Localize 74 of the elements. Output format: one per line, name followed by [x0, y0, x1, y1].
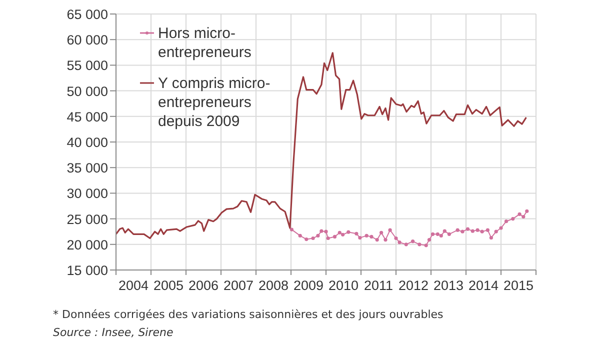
- point: [427, 238, 432, 242]
- point: [418, 242, 422, 246]
- y-tick-label: 55 000: [66, 58, 108, 74]
- point: [442, 229, 446, 233]
- point: [518, 212, 522, 216]
- y-tick-label: 20 000: [66, 237, 108, 252]
- legend-label: Hors micro-entrepreneurs: [158, 24, 252, 62]
- point: [460, 230, 464, 234]
- point: [338, 230, 342, 234]
- y-tick-label: 50 000: [66, 84, 108, 99]
- point: [375, 238, 379, 242]
- point: [430, 232, 435, 236]
- x-tick-label: 2005: [153, 278, 184, 293]
- point: [316, 234, 320, 238]
- point: [511, 217, 515, 221]
- x-tick-label: 2008: [258, 278, 289, 293]
- point: [358, 236, 362, 240]
- point: [354, 232, 358, 236]
- point: [447, 232, 451, 236]
- point: [380, 230, 384, 234]
- point: [436, 232, 440, 236]
- x-tick-label: 2007: [223, 278, 254, 293]
- point: [290, 228, 294, 232]
- point: [411, 240, 415, 244]
- y-tick-label: 15 000: [66, 263, 108, 278]
- text: * Données corrigées des variations saisonnières et des jours ouvrables: [53, 308, 444, 321]
- point: [525, 209, 529, 213]
- point: [311, 236, 315, 240]
- x-tick-label: 2009: [293, 278, 324, 293]
- y-tick-label: 40 000: [66, 135, 108, 150]
- point: [494, 230, 498, 234]
- x-tick-label: 2014: [468, 278, 499, 293]
- point: [456, 228, 460, 232]
- point: [404, 242, 408, 246]
- point: [504, 220, 508, 224]
- point: [324, 230, 328, 234]
- y-tick-label: 60 000: [66, 32, 108, 48]
- x-tick-label: 2006: [188, 278, 219, 293]
- point: [332, 234, 337, 239]
- point: [489, 236, 493, 240]
- point: [499, 226, 503, 230]
- point: [298, 234, 302, 238]
- point: [476, 228, 480, 232]
- point: [370, 234, 374, 239]
- x-tick-label: 2012: [398, 278, 429, 293]
- x-tick-label: 2010: [328, 278, 359, 293]
- y-tick-label: 45 000: [66, 109, 108, 124]
- x-tick-label: 2015: [503, 278, 534, 293]
- legend-label: Y compris micro-entrepreneurs depuis 2009: [158, 74, 272, 131]
- source-note: Source : Insee, Sirene: [53, 326, 174, 339]
- point: [394, 236, 398, 240]
- point: [470, 229, 474, 233]
- point: [398, 240, 402, 244]
- y-tick-label: 30 000: [66, 186, 108, 202]
- x-tick-label: 2011: [364, 278, 394, 293]
- x-tick-label: 2004: [118, 278, 149, 293]
- point: [326, 236, 330, 240]
- point: [388, 228, 392, 232]
- point: [424, 244, 428, 248]
- point: [486, 228, 490, 232]
- point: [480, 230, 484, 234]
- x-tick-label: 2013: [433, 278, 464, 293]
- point: [466, 227, 470, 231]
- point: [384, 238, 388, 242]
- y-tick-label: 35 000: [66, 160, 108, 176]
- point: [522, 214, 526, 219]
- point: [439, 234, 443, 238]
- y-tick-label: 25 000: [66, 212, 108, 227]
- point: [364, 234, 368, 238]
- point: [304, 237, 308, 242]
- point: [320, 229, 324, 233]
- y-tick-label: 65 000: [66, 7, 108, 22]
- point: [346, 230, 350, 234]
- point: [341, 232, 345, 236]
